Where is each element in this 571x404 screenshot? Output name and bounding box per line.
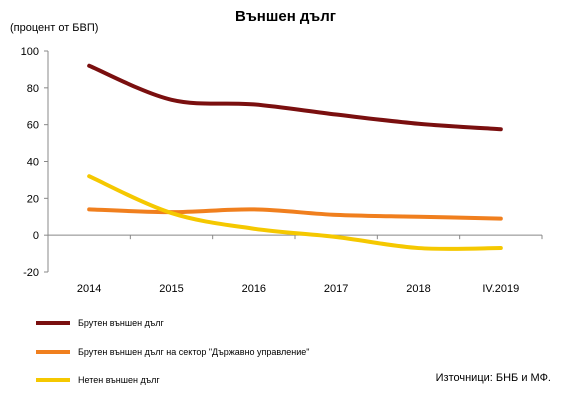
y-tick-label: 20: [27, 193, 39, 205]
x-tick-label: 2018: [406, 283, 430, 295]
tick-labels: -20 0 20 40 60 80 100 2014 2015 2016 2017 2018 IV.20…: [21, 46, 520, 295]
y-tick-label: 0: [33, 230, 39, 242]
series-lines: [87, 63, 503, 251]
x-tick-label: IV.2019: [482, 283, 519, 295]
chart-axes: [44, 50, 543, 273]
legend-item-net-external-debt: Нетен външен дълг: [36, 375, 160, 385]
legend-item-gross-external-debt: Брутен външен дълг: [36, 318, 164, 328]
x-tick-label: 2014: [77, 283, 101, 295]
x-tick-label: 2015: [159, 283, 183, 295]
legend-swatch: [36, 378, 70, 382]
series-line-1: [87, 207, 503, 221]
series-line-0: [87, 63, 503, 132]
source-note: Източници: БНБ и МФ.: [435, 372, 551, 384]
x-tick-label: 2016: [242, 283, 266, 295]
series-line-2: [87, 174, 503, 251]
y-tick-label: 60: [27, 120, 39, 132]
y-axis-unit-label: (процент от БВП): [10, 22, 99, 34]
legend-swatch: [36, 321, 70, 325]
y-tick-label: 40: [27, 157, 39, 169]
legend-swatch: [36, 350, 70, 354]
x-tick-label: 2017: [324, 283, 348, 295]
legend-label: Нетен външен дълг: [78, 375, 160, 385]
legend-label: Брутен външен дълг на сектор "Държавно у…: [78, 347, 310, 357]
chart-title: Външен дълг: [235, 8, 336, 25]
y-tick-label: 80: [27, 83, 39, 95]
y-tick-label: -20: [23, 267, 39, 279]
y-tick-label: 100: [21, 46, 39, 58]
legend-item-government-external-debt: Брутен външен дълг на сектор "Държавно у…: [36, 347, 309, 357]
legend-label: Брутен външен дълг: [78, 318, 164, 328]
